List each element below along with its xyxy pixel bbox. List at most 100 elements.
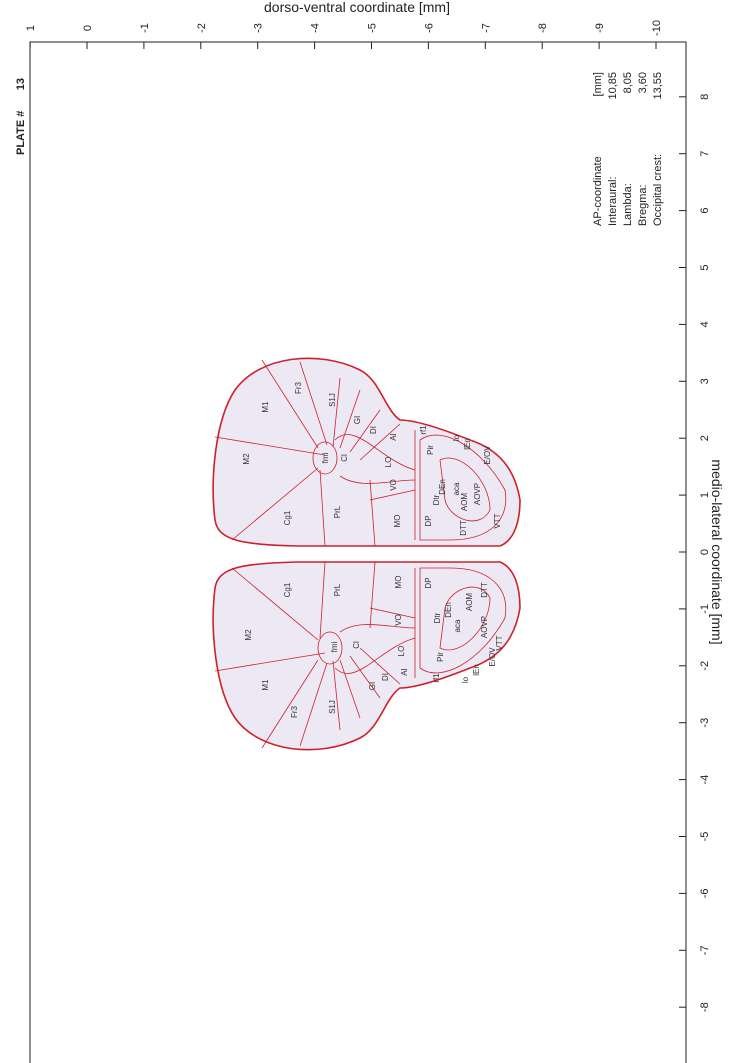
region-label: DP bbox=[424, 577, 433, 588]
region-label: lo bbox=[461, 676, 470, 683]
region-label: DEn bbox=[438, 479, 447, 495]
region-label: GI bbox=[353, 416, 362, 424]
top-tick-label: -5 bbox=[367, 23, 379, 33]
region-label: aca bbox=[452, 482, 461, 495]
info-value: [mm] bbox=[592, 72, 604, 96]
region-label: AOM bbox=[460, 493, 469, 512]
region-label: PrL bbox=[333, 505, 342, 518]
right-tick-label: -4 bbox=[699, 775, 711, 785]
top-tick-label: -4 bbox=[310, 23, 322, 33]
region-label: VTT bbox=[493, 513, 502, 528]
right-tick-label: 8 bbox=[699, 94, 711, 100]
region-label: LO bbox=[384, 457, 393, 468]
right-tick-label: 4 bbox=[699, 321, 711, 327]
right-tick-label: -8 bbox=[699, 1002, 711, 1012]
region-label: AI bbox=[389, 433, 398, 441]
region-label: AOVP bbox=[480, 616, 489, 638]
region-label: Fr3 bbox=[294, 381, 303, 394]
region-label: VO bbox=[394, 614, 403, 626]
region-label: DTT bbox=[459, 520, 468, 536]
right-tick-label: 0 bbox=[699, 549, 711, 555]
region-label: LO bbox=[397, 646, 406, 657]
right-tick-label: 3 bbox=[699, 378, 711, 384]
region-label: Cg1 bbox=[283, 510, 292, 525]
info-label: Bregma: bbox=[637, 184, 649, 226]
region-label: AOVP bbox=[473, 483, 482, 505]
region-label: S1J bbox=[328, 700, 337, 714]
region-label: Cl bbox=[340, 454, 349, 462]
top-tick-label: -6 bbox=[423, 23, 435, 33]
region-label: AI bbox=[400, 668, 409, 676]
region-label: GI bbox=[368, 682, 377, 690]
top-tick-label: -7 bbox=[480, 23, 492, 33]
region-label: DI bbox=[369, 426, 378, 434]
region-label: fmi bbox=[330, 641, 339, 652]
region-label: lEn bbox=[472, 664, 481, 676]
info-label: Interaural: bbox=[607, 176, 619, 226]
right-tick-label: 7 bbox=[699, 151, 711, 157]
region-label: E/OV bbox=[483, 445, 492, 465]
region-label: MO bbox=[393, 515, 402, 528]
top-tick-label: 1 bbox=[25, 25, 37, 31]
right-axis-label: medio-lateral coordinate [mm] bbox=[709, 459, 725, 644]
region-label: aca bbox=[453, 619, 462, 632]
region-label: lo bbox=[452, 434, 461, 441]
region-label: Cl bbox=[352, 641, 361, 649]
frame bbox=[29, 41, 687, 1063]
region-label: PrL bbox=[333, 583, 342, 596]
right-tick-label: -5 bbox=[699, 832, 711, 842]
region-label: VTT bbox=[495, 635, 504, 650]
top-tick-label: -2 bbox=[196, 23, 208, 33]
region-label: DTT bbox=[480, 582, 489, 598]
top-tick-label: -8 bbox=[537, 23, 549, 33]
region-label: Fr3 bbox=[290, 705, 299, 718]
region-label: M2 bbox=[244, 629, 253, 641]
right-tick-label: 2 bbox=[699, 435, 711, 441]
info-value: 13,55 bbox=[652, 72, 664, 100]
info-label: AP-coordinate bbox=[592, 156, 604, 226]
lower-hemisphere bbox=[212, 561, 521, 751]
info-value: 8,05 bbox=[622, 72, 634, 93]
right-tick-label: -3 bbox=[699, 718, 711, 728]
right-tick-label: 5 bbox=[699, 264, 711, 270]
region-label: S1J bbox=[328, 393, 337, 407]
top-tick-label: -9 bbox=[594, 23, 606, 33]
right-tick-label: -2 bbox=[699, 661, 711, 671]
right-tick-label: -1 bbox=[699, 604, 711, 614]
region-label: Pir bbox=[426, 445, 435, 455]
top-tick-label: -3 bbox=[253, 23, 265, 33]
right-tick-label: 6 bbox=[699, 208, 711, 214]
top-tick-label: -10 bbox=[651, 20, 663, 36]
info-label: Occipital crest: bbox=[652, 154, 664, 226]
top-axis-label: dorso-ventral coordinate [mm] bbox=[264, 0, 450, 15]
region-label: Dtr bbox=[432, 494, 441, 505]
region-label: DI bbox=[381, 673, 390, 681]
region-label: rf1 bbox=[419, 425, 428, 435]
region-label: MO bbox=[394, 576, 403, 589]
right-tick-label: -6 bbox=[699, 889, 711, 899]
region-label: E/OV bbox=[488, 647, 497, 667]
region-label: M1 bbox=[261, 401, 270, 413]
top-tick-label: 0 bbox=[82, 25, 94, 31]
region-label: VO bbox=[389, 479, 398, 491]
upper-hemisphere bbox=[212, 357, 521, 547]
region-label: Cg1 bbox=[283, 582, 292, 597]
region-label: Dtr bbox=[433, 612, 442, 623]
region-label: M1 bbox=[261, 679, 270, 691]
plate-label: PLATE # bbox=[15, 111, 27, 155]
region-label: DP bbox=[424, 515, 433, 526]
top-tick-label: -1 bbox=[139, 23, 151, 33]
region-label: Pir bbox=[436, 652, 445, 662]
region-label: lEn bbox=[463, 438, 472, 450]
right-tick-label: 1 bbox=[699, 492, 711, 498]
region-label: AOM bbox=[465, 593, 474, 612]
region-label: M2 bbox=[242, 453, 251, 465]
info-value: 10,85 bbox=[607, 72, 619, 100]
info-label: Lambda: bbox=[622, 183, 634, 226]
plate-number: 13 bbox=[15, 78, 27, 90]
right-tick-label: -7 bbox=[699, 945, 711, 955]
region-label: DEn bbox=[444, 602, 453, 618]
info-value: 3,60 bbox=[637, 72, 649, 93]
region-label: fmi bbox=[321, 452, 330, 463]
